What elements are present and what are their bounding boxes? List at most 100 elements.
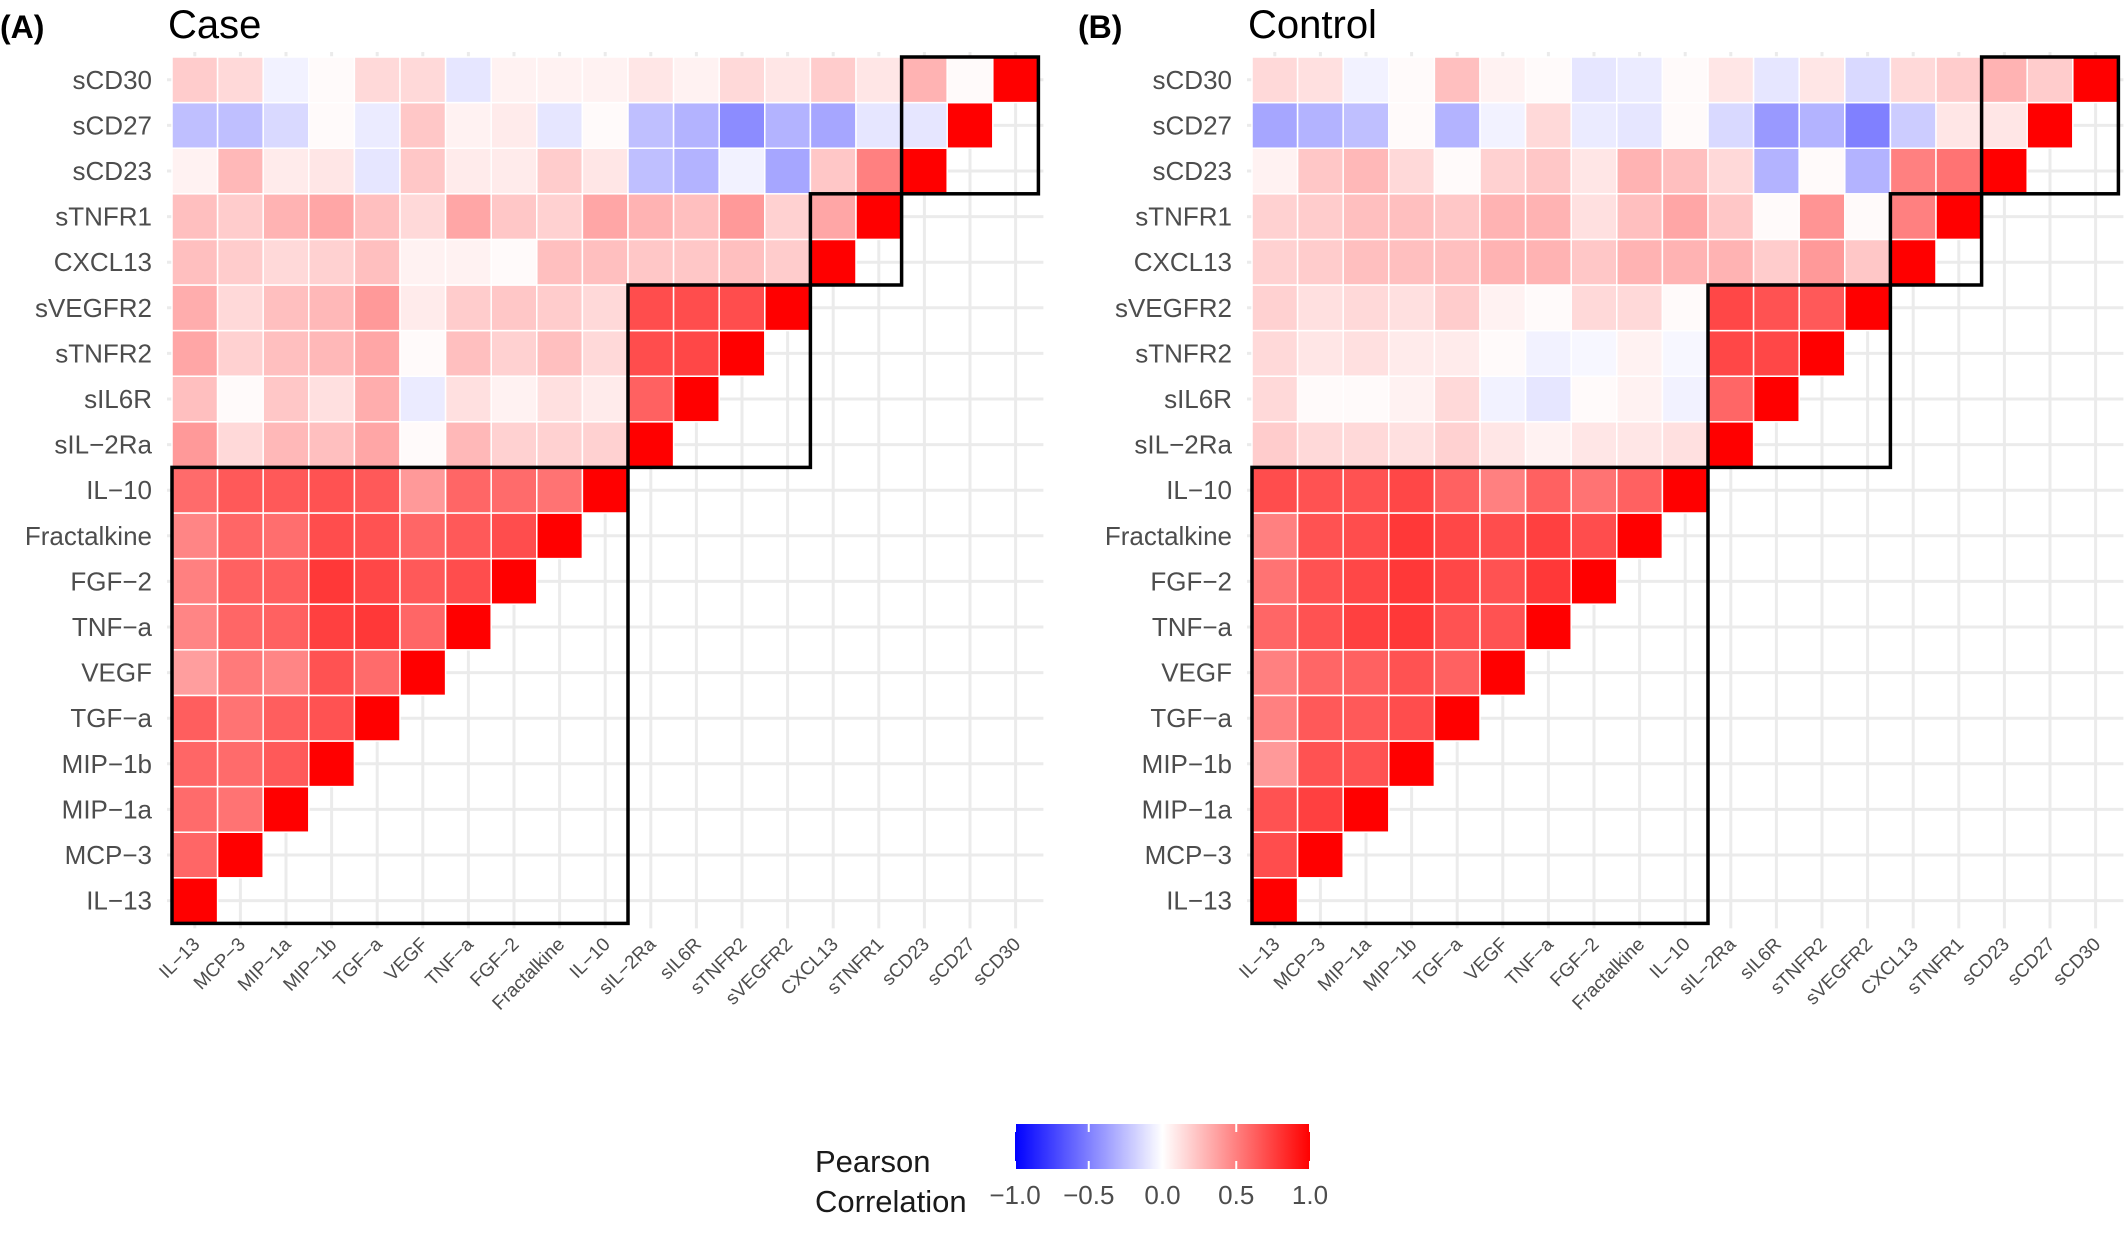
heatmap-cell-5-1 (1296, 649, 1344, 697)
heatmap-cell-11-6 (444, 375, 492, 423)
heatmap-cell-6-2 (1342, 603, 1390, 651)
panel-b-tag: (B) (1078, 9, 1122, 45)
heatmap-cell-9-3 (308, 466, 356, 514)
heatmap-cell-7-1 (1296, 557, 1344, 605)
heatmap-cell-16-5 (399, 147, 447, 195)
heatmap-cell-14-12 (1798, 238, 1846, 286)
y-tick-label: sCD27 (1153, 110, 1232, 140)
heatmap-cell-12-4 (1433, 329, 1481, 377)
y-tick-label: sCD23 (73, 156, 152, 186)
heatmap-cell-15-3 (308, 193, 356, 241)
heatmap-cell-6-0 (171, 603, 219, 651)
heatmap-cell-16-16 (900, 147, 948, 195)
heatmap-cell-11-9 (581, 375, 629, 423)
heatmap-cell-13-6 (444, 284, 492, 332)
y-tick-label: MIP−1a (1142, 794, 1233, 824)
y-tick-label: TGF−a (70, 703, 152, 733)
heatmap-cell-4-3 (1388, 694, 1436, 742)
heatmap-cell-15-15 (855, 193, 903, 241)
heatmap-cell-4-0 (1251, 694, 1299, 742)
y-tick-label: sCD27 (73, 110, 152, 140)
heatmap-cell-11-9 (1661, 375, 1709, 423)
heatmap-cell-17-7 (1570, 101, 1618, 149)
heatmap-cell-4-2 (1342, 694, 1390, 742)
heatmap-cell-10-3 (308, 421, 356, 469)
heatmap-cell-10-6 (1524, 421, 1572, 469)
heatmap-cell-2-2 (1342, 785, 1390, 833)
x-tick-label: TGF−a (330, 934, 387, 991)
heatmap-cell-10-6 (444, 421, 492, 469)
color-legend: Pearson Correlation −1.0 −0.5 0.0 0.5 1.0 (815, 1124, 1328, 1219)
heatmap-cell-13-12 (1798, 284, 1846, 332)
heatmap-cell-12-6 (444, 329, 492, 377)
heatmap-control: IL−13 MCP−3 MIP−1a MIP−1b TGF−a VEGF TNF−a FGF−… (1105, 52, 2124, 1015)
y-tick-label: sIL−2Ra (1134, 430, 1232, 460)
heatmap-cells (1251, 56, 2120, 925)
heatmap-cell-11-8 (1616, 375, 1664, 423)
x-tick-label: sCD30 (969, 934, 1025, 990)
y-tick-label: IL−10 (86, 475, 152, 505)
y-axis-labels: IL−13 MCP−3 MIP−1a MIP−1b TGF−a VEGF TNF−a FGF−… (1105, 65, 1233, 916)
heatmap-cell-12-3 (308, 329, 356, 377)
heatmap-cell-6-6 (1524, 603, 1572, 651)
heatmap-cell-8-3 (1388, 512, 1436, 560)
heatmap-cell-14-8 (1616, 238, 1664, 286)
heatmap-cell-12-10 (627, 329, 675, 377)
heatmap-cell-16-4 (1433, 147, 1481, 195)
group-box-3 (899, 55, 1041, 196)
heatmap-cell-5-1 (216, 649, 264, 697)
heatmap-cell-11-7 (490, 375, 538, 423)
heatmap-cell-17-0 (171, 101, 219, 149)
heatmap-cell-11-3 (1388, 375, 1436, 423)
heatmap-cell-4-0 (171, 694, 219, 742)
heatmap-cell-8-2 (1342, 512, 1390, 560)
heatmap-cell-15-14 (1889, 193, 1937, 241)
heatmap-cell-3-1 (1296, 740, 1344, 788)
heatmap-cell-17-15 (1935, 101, 1983, 149)
heatmap-cell-15-10 (627, 193, 675, 241)
group-boxes (1250, 55, 2121, 926)
y-tick-label: FGF−2 (1150, 566, 1232, 596)
heatmap-cell-14-1 (1296, 238, 1344, 286)
heatmap-cell-18-3 (1388, 56, 1436, 104)
heatmap-cell-12-0 (1251, 329, 1299, 377)
panel-control: (B) Control IL−13 MCP−3 MIP−1a MIP−1b TGF−a V… (1078, 3, 2124, 1015)
heatmap-cell-15-13 (764, 193, 812, 241)
heatmap-cell-13-13 (764, 284, 812, 332)
heatmap-cell-10-1 (216, 421, 264, 469)
heatmap-cell-17-7 (490, 101, 538, 149)
x-tick-label: TNF−a (1502, 934, 1559, 991)
heatmap-cell-18-13 (764, 56, 812, 104)
heatmap-cell-13-3 (308, 284, 356, 332)
y-tick-label: MCP−3 (65, 840, 152, 870)
group-box-2 (808, 192, 904, 287)
heatmap-cell-8-8 (1616, 512, 1664, 560)
heatmap-cell-14-10 (627, 238, 675, 286)
heatmap-cell-7-0 (1251, 557, 1299, 605)
heatmap-cell-16-11 (1752, 147, 1800, 195)
heatmap-cells (171, 56, 1040, 925)
panel-a-tag: (A) (0, 9, 44, 45)
heatmap-cell-14-3 (308, 238, 356, 286)
heatmap-cell-10-9 (1661, 421, 1709, 469)
y-tick-label: sTNFR2 (1135, 338, 1232, 368)
heatmap-cell-18-14 (1889, 56, 1937, 104)
heatmap-cell-6-5 (399, 603, 447, 651)
panel-b-title: Control (1248, 3, 1377, 47)
heatmap-cell-14-14 (809, 238, 857, 286)
heatmap-cell-10-4 (1433, 421, 1481, 469)
heatmap-cell-15-13 (1844, 193, 1892, 241)
heatmap-cell-14-12 (718, 238, 766, 286)
heatmap-cell-18-6 (444, 56, 492, 104)
heatmap-cell-10-2 (1342, 421, 1390, 469)
heatmap-cell-10-10 (1707, 421, 1755, 469)
heatmap-cell-18-18 (992, 56, 1040, 104)
heatmap-cell-15-12 (718, 193, 766, 241)
heatmap-cell-18-7 (490, 56, 538, 104)
heatmap-cell-18-12 (718, 56, 766, 104)
heatmap-cell-10-4 (353, 421, 401, 469)
heatmap-cell-11-11 (672, 375, 720, 423)
y-tick-label: VEGF (1161, 658, 1232, 688)
heatmap-cell-12-3 (1388, 329, 1436, 377)
heatmap-cell-16-0 (171, 147, 219, 195)
